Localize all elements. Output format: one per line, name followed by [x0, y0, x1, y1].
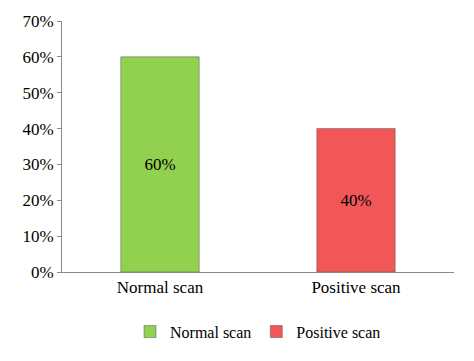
- svg-text:50%: 50%: [22, 84, 53, 103]
- svg-text:70%: 70%: [22, 12, 53, 31]
- svg-text:Positive scan: Positive scan: [311, 278, 401, 297]
- svg-text:40%: 40%: [22, 120, 53, 139]
- svg-text:Positive scan: Positive scan: [296, 324, 380, 341]
- svg-text:60%: 60%: [22, 48, 53, 67]
- svg-text:60%: 60%: [144, 155, 175, 174]
- svg-text:10%: 10%: [22, 227, 53, 246]
- svg-text:40%: 40%: [340, 191, 371, 210]
- svg-text:30%: 30%: [22, 155, 53, 174]
- svg-text:Normal scan: Normal scan: [117, 278, 204, 297]
- svg-text:0%: 0%: [31, 263, 54, 282]
- svg-text:20%: 20%: [22, 191, 53, 210]
- svg-text:Normal scan: Normal scan: [170, 324, 251, 341]
